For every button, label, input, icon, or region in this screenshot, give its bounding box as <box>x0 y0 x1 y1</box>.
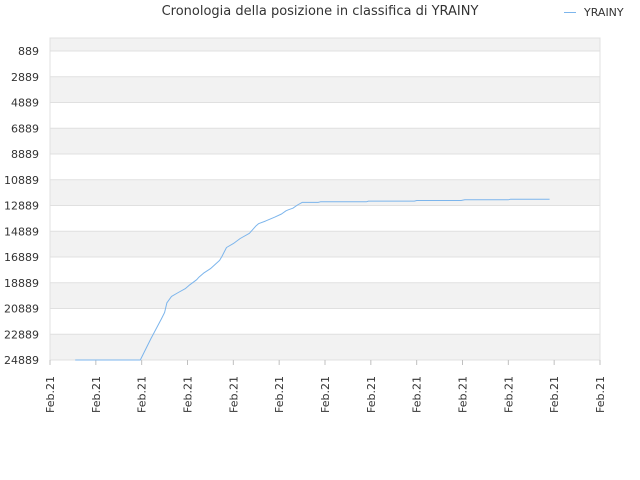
y-tick-label: 14889 <box>4 225 39 238</box>
x-tick-label: Feb.21 <box>411 376 424 413</box>
grid-band <box>50 231 600 257</box>
y-tick-label: 16889 <box>4 251 39 264</box>
y-tick-label: 12889 <box>4 200 39 213</box>
y-tick-label: 20889 <box>4 303 39 316</box>
legend-label: YRAINY <box>584 6 624 19</box>
chart-title: Cronologia della posizione in classifica… <box>161 4 479 19</box>
y-tick-label: 18889 <box>4 277 39 290</box>
x-tick-label: Feb.21 <box>457 376 470 413</box>
y-tick-label: 22889 <box>4 328 39 341</box>
y-tick-label: 2889 <box>11 71 39 84</box>
grid-band <box>50 76 600 103</box>
x-tick-label: Feb.21 <box>136 376 149 413</box>
series-line-yrainy <box>75 198 550 361</box>
grid-band <box>50 334 600 360</box>
x-tick-label: Feb.21 <box>182 376 195 413</box>
x-tick-label: Feb.21 <box>548 376 561 413</box>
y-tick-label: 4889 <box>11 97 39 110</box>
grid-band <box>50 282 600 309</box>
x-tick-label: Feb.21 <box>502 376 515 413</box>
grid-band <box>50 38 600 51</box>
x-tick-label: Feb.21 <box>319 376 332 413</box>
x-tick-label: Feb.21 <box>90 376 103 413</box>
y-tick-label: 24889 <box>4 354 39 367</box>
grid-band <box>50 179 600 206</box>
legend-line-icon <box>564 12 576 13</box>
x-tick-label: Feb.21 <box>594 376 607 413</box>
y-tick-label: 6889 <box>11 122 39 135</box>
y-tick-label: 889 <box>18 45 39 58</box>
legend[interactable]: YRAINY <box>564 6 624 19</box>
x-tick-label: Feb.21 <box>365 376 378 413</box>
x-tick-label: Feb.21 <box>227 376 240 413</box>
y-tick-label: 10889 <box>4 174 39 187</box>
grid-band <box>50 128 600 154</box>
y-tick-label: 8889 <box>11 148 39 161</box>
x-tick-label: Feb.21 <box>273 376 286 413</box>
x-tick-label: Feb.21 <box>44 376 57 413</box>
